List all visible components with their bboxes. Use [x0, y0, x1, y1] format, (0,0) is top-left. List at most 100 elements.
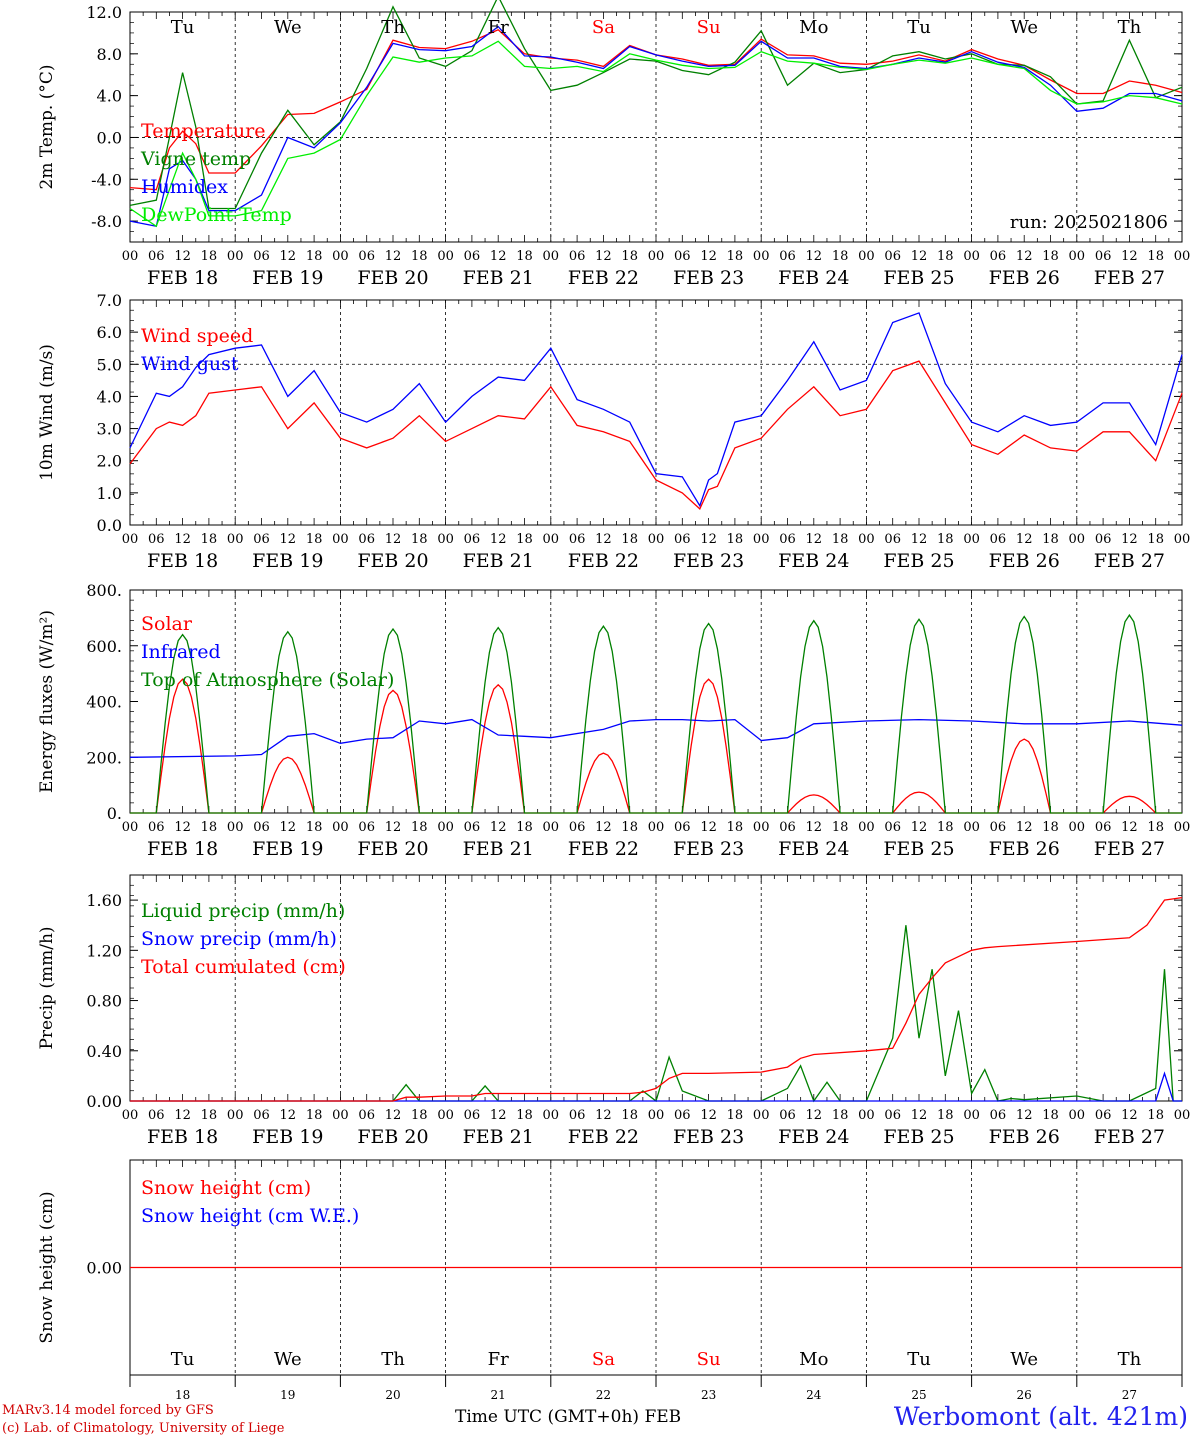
hour-label: 18: [201, 820, 218, 835]
hour-label: 00: [543, 532, 560, 547]
date-label: FEB 18: [147, 838, 218, 860]
hour-label: 18: [1147, 532, 1164, 547]
date-label: FEB 22: [568, 1126, 639, 1148]
time-axis-title: Time UTC (GMT+0h) FEB: [455, 1407, 682, 1427]
hour-label: 12: [595, 249, 612, 264]
station-title: Werbomont (alt. 421m): [893, 1402, 1188, 1431]
hour-label: 12: [595, 820, 612, 835]
hour-label: 06: [779, 820, 796, 835]
y-tick-label: 800.: [86, 581, 122, 600]
date-label: FEB 19: [252, 1126, 323, 1148]
series-line-1-wind-gust: [129, 312, 1183, 508]
day-number-label: 18: [175, 1388, 190, 1402]
hour-label: 06: [1095, 249, 1112, 264]
date-label: FEB 26: [989, 1126, 1060, 1148]
hour-label: 00: [227, 820, 244, 835]
legend-entry: Solar: [141, 613, 193, 635]
hour-label: 06: [884, 249, 901, 264]
day-label: Fr: [488, 17, 509, 38]
hour-label: 12: [490, 532, 507, 547]
hour-label: 18: [832, 820, 849, 835]
date-label: FEB 18: [147, 550, 218, 572]
date-label: FEB 21: [463, 550, 534, 572]
hour-label: 12: [911, 1108, 928, 1123]
hour-label: 00: [648, 532, 665, 547]
hour-label: 18: [411, 532, 428, 547]
hour-label: 12: [385, 1108, 402, 1123]
hour-label: 18: [727, 1108, 744, 1123]
hour-label: 12: [490, 249, 507, 264]
hour-label: 00: [858, 1108, 875, 1123]
day-label: Su: [697, 17, 721, 38]
legend-entry: Liquid precip (mm/h): [141, 900, 345, 922]
hour-label: 12: [1016, 249, 1033, 264]
hour-label: 12: [1121, 532, 1138, 547]
series-line-0-dewpoint-temp: [129, 40, 1183, 228]
date-label: FEB 26: [989, 550, 1060, 572]
legend-entry: Snow height (cm W.E.): [141, 1205, 359, 1227]
series-line-3-liquid-precip-mm-h-: [130, 925, 1182, 1103]
hour-label: 00: [227, 1108, 244, 1123]
hour-label: 00: [332, 820, 349, 835]
date-label: FEB 23: [673, 838, 744, 860]
hour-label: 00: [753, 249, 770, 264]
hour-label: 06: [148, 1108, 165, 1123]
chart-panel-3: 800. 600. 400. 200. 0. Energy fluxes (W/m²) So…: [37, 581, 1190, 860]
series-line-0-temperature: [129, 29, 1183, 191]
date-label: FEB 20: [357, 1126, 428, 1148]
hour-label: 18: [1042, 532, 1059, 547]
hour-label: 06: [253, 532, 270, 547]
hour-label: 06: [990, 820, 1007, 835]
hour-label: 18: [832, 1108, 849, 1123]
hour-label: 06: [569, 532, 586, 547]
y-tick-label: 400.: [86, 693, 122, 712]
hour-label: 06: [148, 249, 165, 264]
hour-label: 18: [937, 532, 954, 547]
hour-label: 06: [464, 820, 481, 835]
hour-label: 00: [543, 249, 560, 264]
hour-label: 06: [884, 532, 901, 547]
hour-label: 18: [621, 249, 638, 264]
hour-label: 06: [253, 249, 270, 264]
hour-label: 18: [1147, 249, 1164, 264]
date-label: FEB 22: [568, 838, 639, 860]
day-label: Tu: [171, 17, 195, 38]
series-line-1-wind-speed: [129, 360, 1183, 510]
hour-label: 06: [358, 532, 375, 547]
date-label: FEB 26: [989, 267, 1060, 289]
date-label: FEB 22: [568, 550, 639, 572]
date-label: FEB 27: [1094, 838, 1165, 860]
y-tick-label: 5.0: [97, 355, 122, 374]
day-label: Tu: [907, 1349, 931, 1370]
hour-label: 00: [1069, 532, 1086, 547]
day-label: Tu: [907, 17, 931, 38]
hour-label: 12: [595, 1108, 612, 1123]
hour-label: 12: [806, 532, 823, 547]
hour-label: 12: [806, 249, 823, 264]
hour-label: 18: [516, 532, 533, 547]
hour-label: 18: [411, 1108, 428, 1123]
hour-label: 18: [1147, 820, 1164, 835]
hour-label: 06: [464, 532, 481, 547]
hour-label: 06: [990, 1108, 1007, 1123]
y-tick-label: 8.0: [97, 45, 122, 64]
y-tick-label: 0.40: [86, 1042, 122, 1061]
day-label: Th: [381, 1349, 405, 1370]
hour-label: 00: [122, 249, 139, 264]
hour-label: 06: [569, 820, 586, 835]
hour-label: 00: [1069, 820, 1086, 835]
hour-label: 00: [437, 1108, 454, 1123]
hour-label: 00: [963, 249, 980, 264]
hour-label: 00: [963, 532, 980, 547]
day-label: Mo: [799, 1349, 828, 1370]
hour-label: 00: [543, 820, 560, 835]
date-label: FEB 23: [673, 1126, 744, 1148]
day-label: Th: [381, 17, 405, 38]
y-tick-label: 200.: [86, 748, 122, 767]
y-tick-label: 7.0: [97, 291, 122, 310]
y-tick-label: 0.0: [97, 516, 122, 535]
hour-label: 18: [201, 532, 218, 547]
credit-line-2: (c) Lab. of Climatology, University of L…: [2, 1421, 285, 1436]
hour-label: 12: [1016, 532, 1033, 547]
hour-label: 12: [385, 532, 402, 547]
